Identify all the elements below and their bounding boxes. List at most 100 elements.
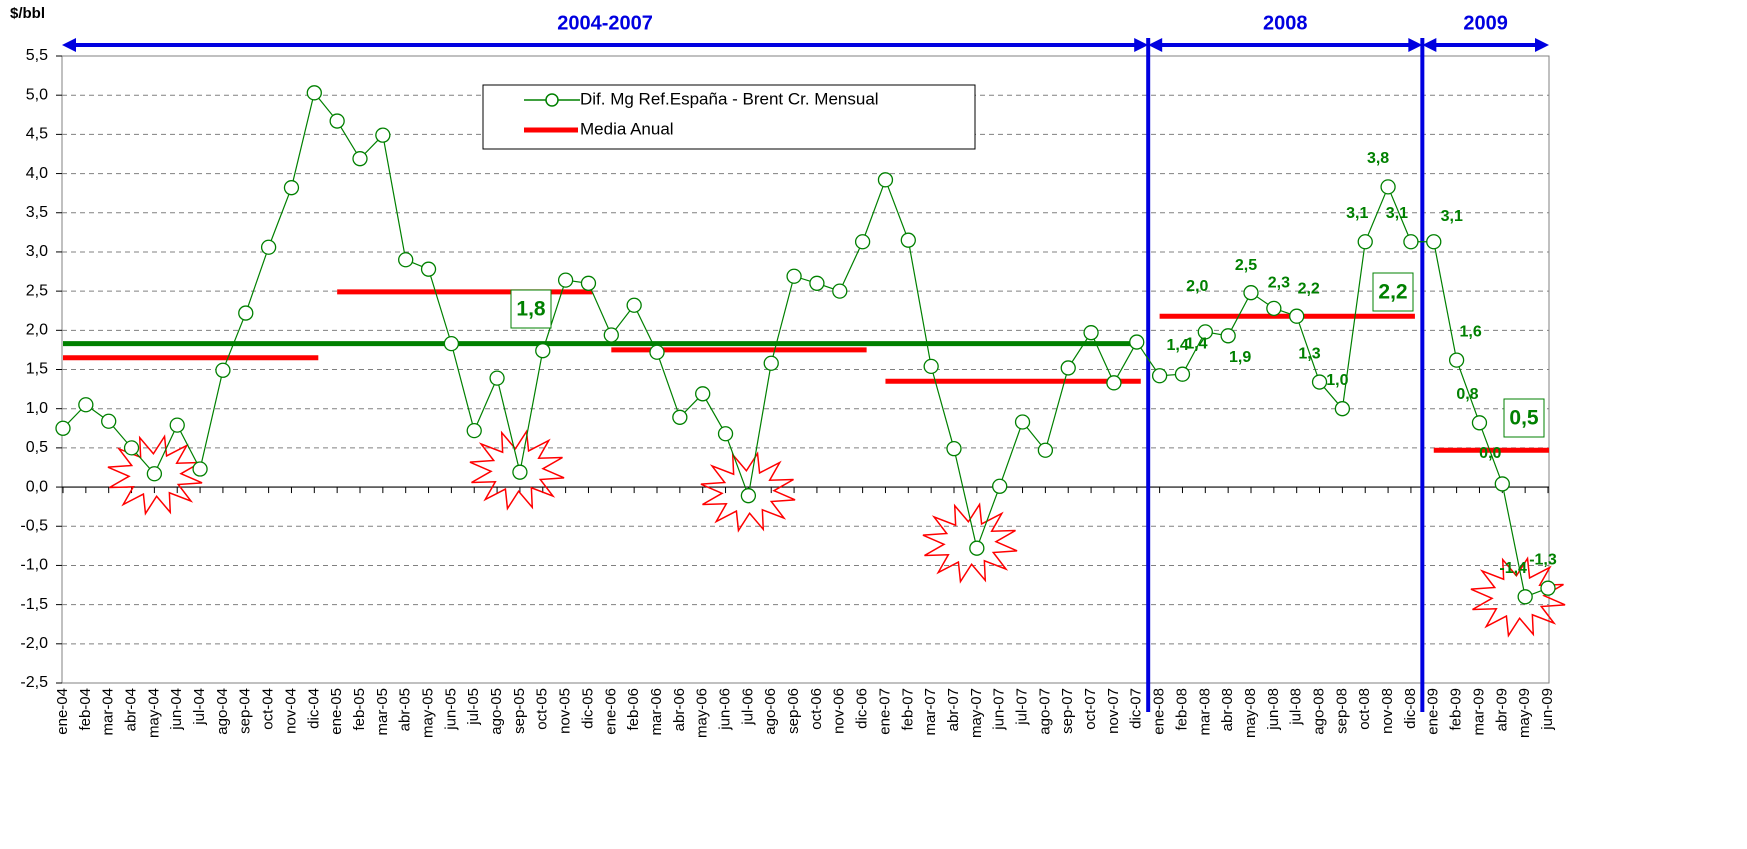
data-point bbox=[1334, 401, 1351, 417]
data-point bbox=[443, 335, 460, 352]
y-tick-label: -1,5 bbox=[20, 596, 48, 613]
x-tick-label: jul-07 bbox=[1014, 688, 1031, 726]
data-label: 1,6 bbox=[1459, 323, 1481, 340]
data-label: 2,2 bbox=[1298, 280, 1320, 297]
data-point bbox=[283, 180, 300, 196]
burst bbox=[107, 434, 203, 516]
x-tick-label: ago-04 bbox=[214, 688, 231, 735]
y-tick-label: 4,5 bbox=[26, 126, 48, 143]
x-tick-label: mar-08 bbox=[1196, 688, 1213, 736]
x-tick-label: dic-06 bbox=[854, 688, 871, 729]
burst bbox=[922, 502, 1018, 584]
data-label: 1,3 bbox=[1298, 345, 1320, 362]
data-point bbox=[1014, 414, 1031, 430]
data-point bbox=[123, 440, 140, 456]
y-tick-label: 0,5 bbox=[26, 439, 48, 456]
x-tick-label: oct-08 bbox=[1356, 688, 1373, 730]
x-tick-label: ago-08 bbox=[1311, 688, 1328, 735]
y-tick-label: 0,0 bbox=[26, 478, 48, 495]
x-tick-label: ene-06 bbox=[602, 688, 619, 735]
x-tick-label: dic-07 bbox=[1128, 688, 1145, 729]
data-point bbox=[1197, 324, 1213, 340]
data-point bbox=[832, 283, 848, 299]
data-label: 2,5 bbox=[1235, 257, 1257, 274]
data-point bbox=[603, 327, 619, 343]
x-tick-label: abr-04 bbox=[123, 688, 140, 731]
data-point bbox=[1151, 368, 1168, 384]
data-point bbox=[215, 362, 231, 378]
data-point bbox=[375, 127, 391, 143]
y-axis-label: $/bbl bbox=[10, 5, 45, 22]
x-tick-label: jun-05 bbox=[442, 688, 459, 731]
arrow-head bbox=[1134, 38, 1149, 52]
data-label: 0,0 bbox=[1479, 445, 1501, 462]
data-point bbox=[466, 422, 482, 439]
burst bbox=[469, 429, 565, 511]
x-tick-label: ene-08 bbox=[1151, 688, 1168, 735]
x-tick-label: abr-05 bbox=[397, 688, 414, 731]
data-label: 3,1 bbox=[1346, 205, 1368, 222]
x-tick-label: nov-07 bbox=[1105, 688, 1122, 734]
x-tick-label: ene-04 bbox=[54, 688, 71, 735]
data-label: 1,9 bbox=[1229, 349, 1251, 366]
data-point bbox=[329, 113, 345, 129]
x-tick-label: mar-09 bbox=[1470, 688, 1487, 736]
data-point bbox=[740, 488, 757, 504]
y-tick-label: 3,0 bbox=[26, 243, 48, 260]
legend-marker bbox=[545, 93, 559, 107]
data-point bbox=[1106, 375, 1122, 391]
data-point bbox=[649, 344, 665, 360]
x-tick-label: ene-05 bbox=[328, 688, 345, 735]
x-tick-label: nov-08 bbox=[1379, 688, 1396, 734]
data-point bbox=[557, 272, 574, 288]
data-point bbox=[1243, 285, 1259, 301]
x-tick-label: dic-04 bbox=[305, 688, 322, 729]
y-tick-label: 1,0 bbox=[26, 400, 48, 417]
data-point bbox=[169, 417, 185, 433]
period-label: 2004-2007 bbox=[557, 12, 653, 34]
data-point bbox=[946, 441, 962, 457]
data-point bbox=[786, 268, 802, 284]
data-point bbox=[55, 420, 71, 436]
data-point bbox=[1540, 580, 1556, 596]
legend: Dif. Mg Ref.España - Brent Cr. Mensual M… bbox=[482, 84, 976, 150]
data-point bbox=[260, 239, 277, 255]
data-point bbox=[78, 397, 94, 413]
data-point bbox=[512, 464, 528, 480]
x-tick-label: may-04 bbox=[145, 688, 162, 738]
x-tick-label: nov-04 bbox=[282, 688, 299, 734]
data-label: 1,4 bbox=[1166, 337, 1188, 354]
data-point bbox=[854, 234, 871, 250]
x-tick-label: jun-09 bbox=[1539, 688, 1556, 731]
data-point bbox=[1471, 415, 1488, 431]
data-point bbox=[992, 478, 1008, 494]
y-tick-label: 1,5 bbox=[26, 361, 48, 378]
x-tick-label: may-08 bbox=[1242, 688, 1259, 738]
data-point bbox=[1448, 352, 1465, 368]
data-label: -1,4 bbox=[1499, 560, 1527, 577]
data-point bbox=[923, 358, 939, 375]
x-tick-label: jun-08 bbox=[1265, 688, 1282, 731]
x-tick-label: ene-09 bbox=[1425, 688, 1442, 735]
x-tick-label: mar-06 bbox=[648, 688, 665, 736]
x-tick-label: feb-05 bbox=[351, 688, 368, 731]
x-tick-label: sep-07 bbox=[1059, 688, 1076, 734]
data-point bbox=[238, 305, 254, 321]
x-tick-label: ene-07 bbox=[876, 688, 893, 735]
data-point bbox=[1037, 442, 1054, 458]
data-label: -1,3 bbox=[1529, 551, 1557, 568]
data-point bbox=[1220, 328, 1236, 344]
x-tick-label: abr-08 bbox=[1219, 688, 1236, 731]
data-point bbox=[695, 386, 711, 402]
mean-label: 1,8 bbox=[516, 298, 546, 321]
period-label: 2009 bbox=[1463, 12, 1508, 34]
y-tick-label: 5,0 bbox=[26, 86, 48, 103]
data-label: 1,0 bbox=[1326, 372, 1348, 389]
data-point bbox=[763, 355, 779, 371]
burst bbox=[700, 451, 796, 533]
data-point bbox=[146, 466, 163, 482]
x-tick-label: ago-07 bbox=[1036, 688, 1053, 735]
data-label: 3,1 bbox=[1386, 205, 1408, 222]
data-point bbox=[192, 461, 208, 477]
x-tick-label: oct-06 bbox=[808, 688, 825, 730]
